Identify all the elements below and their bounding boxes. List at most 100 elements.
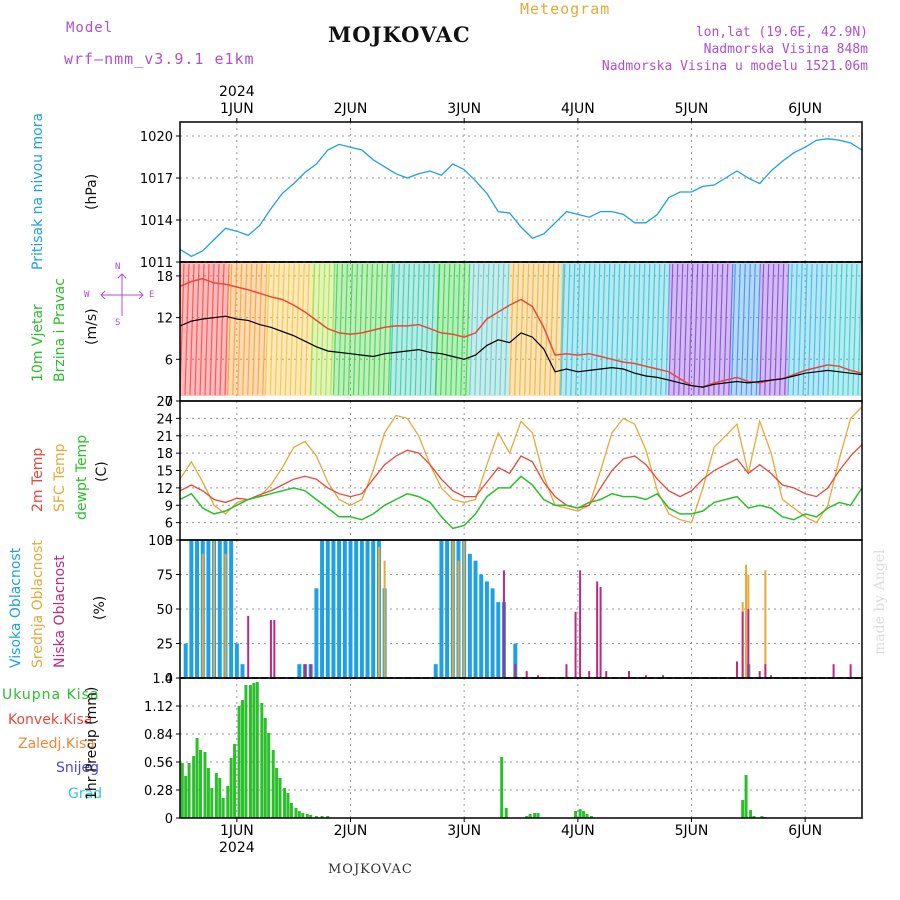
wind-barb <box>347 263 354 396</box>
wind-barb <box>519 263 525 396</box>
wind-gust-line <box>179 277 863 388</box>
panel-border <box>179 677 863 819</box>
cloud-low-bar <box>579 570 582 678</box>
wind-barb <box>590 263 596 396</box>
cloud-high-bar <box>433 664 438 678</box>
precip-bar <box>214 773 218 818</box>
cloud-high-bar <box>234 643 239 678</box>
cloud-mid-bar <box>457 560 460 678</box>
cloud-high-bar <box>206 540 211 678</box>
wind-barb <box>284 263 290 396</box>
cloud-high-bar <box>217 540 222 678</box>
x-tick-label-bottom: 1JUN <box>220 823 254 839</box>
cloud-low-bar <box>662 675 665 678</box>
cloud-low-bar <box>502 570 505 678</box>
cloud-low-bar <box>525 671 528 678</box>
precip-bar <box>206 768 210 818</box>
cloud-low-bar <box>849 664 852 678</box>
x-tick-label-top: 5JUN <box>675 101 709 117</box>
y-tick-label: 1020 <box>140 130 173 145</box>
x-tick-label-top: 1JUN <box>220 101 254 117</box>
wind-barb <box>315 263 321 396</box>
y-tick-label: 0 <box>165 812 173 827</box>
wind-barb <box>728 263 734 396</box>
legend-total-rain: Ukupna Kisa <box>2 687 100 703</box>
cloud-high-bar <box>342 540 347 678</box>
wind-barb <box>460 263 466 396</box>
wind-barb <box>857 263 863 396</box>
precip-bar <box>326 816 330 818</box>
wind-barb <box>455 263 461 396</box>
precip-bar <box>294 808 298 818</box>
y-tick-label: 0 <box>165 672 173 687</box>
precip-bar <box>233 744 237 818</box>
wind-barb <box>605 263 611 396</box>
wind-barb <box>440 263 446 396</box>
wind-barb <box>504 263 510 396</box>
cloud-low-bar <box>273 620 276 678</box>
cloud-low-bar <box>741 611 744 678</box>
precip-bar <box>218 778 222 818</box>
wind-barb <box>759 263 765 396</box>
precip-bar <box>226 786 230 818</box>
cloud-low-bar <box>832 664 835 678</box>
wind-barb <box>625 263 631 396</box>
wind-barb <box>389 263 395 396</box>
wind-barb <box>755 263 761 396</box>
precip-bar <box>297 811 301 818</box>
wind-barb <box>394 263 400 396</box>
panel-background <box>180 122 862 262</box>
cloud-high-bar <box>337 540 342 678</box>
wind-barb <box>189 263 195 396</box>
wind-barb <box>299 263 305 396</box>
precip-bar <box>244 685 248 818</box>
precip-bar <box>314 816 318 818</box>
wind-barb <box>320 263 326 396</box>
precip-bar <box>267 733 271 818</box>
cloud-high-bar <box>513 643 518 678</box>
cloud-high-bar <box>297 664 302 678</box>
y-tick-label: 6 <box>165 353 173 368</box>
precip-bar <box>271 750 275 818</box>
wind-barb <box>509 263 515 396</box>
y-tick-label: 1011 <box>140 256 173 271</box>
precip-bar <box>180 763 184 818</box>
wind-barb <box>708 263 714 396</box>
compass-s: S <box>115 318 121 328</box>
precip-bar <box>187 763 191 818</box>
cloud-high-bar <box>439 540 444 678</box>
precip-bar <box>203 752 207 818</box>
wind-barb <box>745 263 751 396</box>
precip-bar <box>574 811 578 818</box>
wind-speed-line <box>179 315 863 388</box>
wind-barb <box>683 263 689 396</box>
cloud-low-bar <box>747 609 750 678</box>
wind-barb <box>655 263 661 396</box>
cloud-low-bar <box>596 581 599 678</box>
x-tick-label-bottom: 3JUN <box>447 823 481 839</box>
y-tick-label: 3 <box>165 534 173 549</box>
model-label: Model <box>66 20 114 36</box>
panel-background <box>180 678 862 818</box>
wind-barb <box>544 263 550 396</box>
cloud-low-bar <box>574 611 577 678</box>
wind-barb <box>279 263 285 396</box>
y-tick-label: 50 <box>156 603 173 618</box>
wind-barb <box>539 263 545 396</box>
wind-barb <box>822 263 828 396</box>
wind-barb <box>570 263 576 396</box>
wind-barb <box>484 263 490 396</box>
wind-barb <box>262 263 268 396</box>
cloud-high-bar <box>371 540 376 678</box>
cloud-low-bar <box>537 675 540 678</box>
cloud-mid-bar <box>213 540 216 678</box>
wind-barb <box>325 263 331 396</box>
cloud-high-bar <box>331 540 336 678</box>
wind-barb <box>688 263 694 396</box>
cloud-low-bar <box>269 620 272 678</box>
wind-barb <box>668 263 674 396</box>
year-label-bottom: 2024 <box>219 840 255 856</box>
compass-n: N <box>115 262 121 272</box>
y-tick-label: 18 <box>156 447 173 462</box>
